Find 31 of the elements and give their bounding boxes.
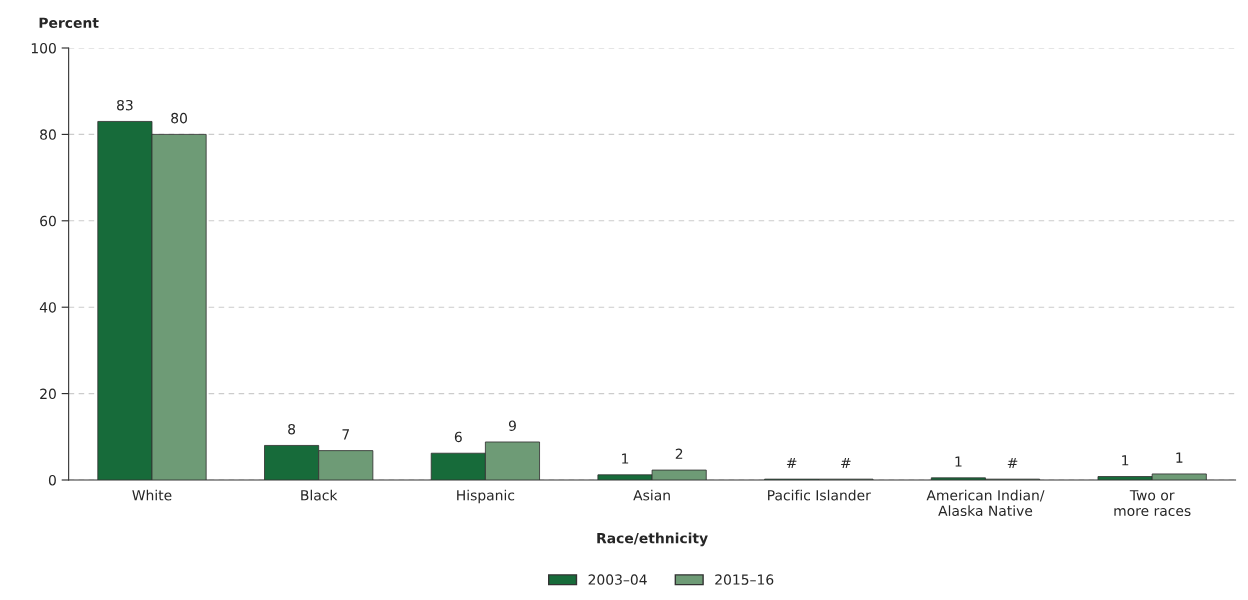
data-label: 2 — [675, 448, 683, 459]
data-label: 1 — [1122, 455, 1129, 466]
x-tick-label: White — [132, 489, 172, 501]
data-label: 80 — [171, 112, 187, 124]
data-label: # — [786, 457, 797, 468]
data-label: 1 — [1176, 452, 1183, 463]
data-label: 6 — [454, 431, 462, 443]
data-label: # — [841, 457, 851, 468]
x-tick-label: Pacific Islander — [768, 489, 871, 501]
y-tick-label: 80 — [40, 129, 56, 140]
legend-label: 2003–04 — [588, 574, 647, 585]
x-tick-label: American Indian/ Alaska Native — [926, 489, 1045, 517]
data-label: 1 — [622, 453, 629, 464]
y-tick-label: 40 — [39, 302, 56, 313]
x-axis-title: Race/ethnicity — [597, 532, 708, 547]
x-tick-label: Asian — [633, 489, 670, 501]
x-tick-label: Black — [301, 489, 338, 501]
data-label: 8 — [288, 423, 296, 435]
y-tick-label: 20 — [40, 388, 56, 400]
y-tick-label: 60 — [40, 215, 56, 227]
data-label: 83 — [117, 99, 133, 111]
data-label: 7 — [342, 429, 350, 440]
data-label: 9 — [508, 420, 516, 431]
x-tick-label: Two or more races — [1114, 490, 1191, 517]
data-label: 1 — [955, 456, 962, 467]
x-tick-label: Hispanic — [457, 489, 515, 504]
legend-label: 2015–16 — [715, 574, 774, 585]
data-label: # — [1007, 457, 1018, 468]
y-axis-title: Percent — [39, 17, 99, 29]
y-tick-label: 0 — [48, 474, 56, 486]
y-tick-label: 100 — [31, 42, 56, 54]
